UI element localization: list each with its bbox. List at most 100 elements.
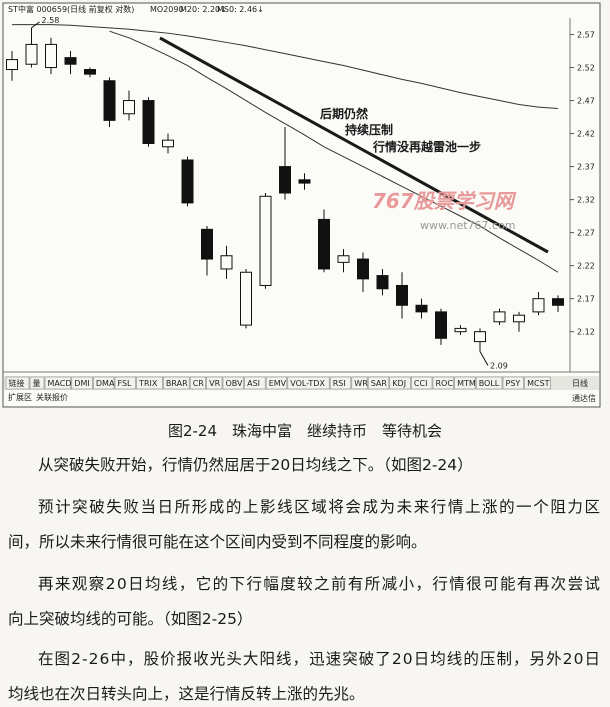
indicator-tab[interactable]: ROC bbox=[436, 379, 454, 388]
y-tick-label: 2.22 bbox=[577, 262, 595, 271]
candle-body bbox=[337, 255, 350, 263]
candle-body bbox=[298, 179, 311, 184]
annotation: 持续压制 bbox=[345, 122, 393, 137]
indicator-tab[interactable]: MACD bbox=[48, 379, 72, 388]
bottom-tab[interactable]: 扩展区 bbox=[8, 392, 32, 402]
tab-cell bbox=[206, 376, 223, 390]
period-label: 日线 bbox=[572, 378, 588, 388]
y-tick-label: 2.27 bbox=[577, 229, 595, 238]
indicator-tab[interactable]: CR bbox=[193, 379, 205, 388]
indicator-tab[interactable]: PSY bbox=[506, 379, 521, 388]
tab-cell bbox=[502, 376, 524, 390]
candle-body bbox=[84, 69, 96, 75]
tab-cell bbox=[29, 376, 45, 390]
tab-cell bbox=[329, 376, 352, 390]
y-tick-label: 2.42 bbox=[577, 130, 595, 139]
tab-cell bbox=[189, 376, 206, 390]
indicator-tab[interactable]: CCI bbox=[414, 379, 428, 388]
candle-body bbox=[240, 271, 252, 326]
candle-body bbox=[318, 218, 330, 270]
indicator-tab[interactable]: DMA bbox=[96, 379, 115, 388]
indicator-tab[interactable]: VOL-TDX bbox=[290, 379, 325, 388]
caption: 图2-24 珠海中富 继续持币 等待机会 bbox=[168, 422, 442, 440]
indicator-tab[interactable]: 量 bbox=[33, 379, 41, 388]
indicator-tab[interactable]: MTM bbox=[457, 379, 476, 388]
annotation: 行情没再越雷池一步 bbox=[372, 139, 481, 154]
indicator-tab[interactable]: EMV bbox=[269, 379, 287, 388]
indicator-tab[interactable]: ASI bbox=[247, 379, 260, 388]
tab-cell bbox=[93, 376, 115, 390]
indicator-tabs: 链接量 MACD DMI DMA FSL TRIX BRAR CR VR OBV ASI EMV VOL… bbox=[5, 376, 551, 390]
indicator-tab[interactable]: BRAR bbox=[166, 379, 188, 388]
y-tick-label: 2.17 bbox=[577, 295, 595, 304]
indicator-tab[interactable]: FSL bbox=[118, 379, 133, 388]
indicator-tab[interactable]: OBV bbox=[226, 379, 244, 388]
bottom-tab[interactable]: 关联报价 bbox=[36, 392, 68, 402]
candle-body bbox=[6, 59, 18, 71]
indicator-tab[interactable]: RSI bbox=[333, 379, 346, 388]
ma-line bbox=[12, 24, 559, 109]
paragraph-line: 间，所以未来行情很可能在这个区间内受到不同程度的影响。 bbox=[8, 533, 427, 551]
y-tick-label: 2.57 bbox=[577, 31, 595, 40]
low-label: 2.09 bbox=[490, 362, 508, 371]
indicator-tab[interactable]: VR bbox=[209, 379, 220, 388]
candle-body bbox=[435, 311, 447, 339]
indicator-tab[interactable]: TRIX bbox=[138, 379, 158, 388]
indicator-tab[interactable]: MCST bbox=[527, 379, 550, 388]
tab-cell bbox=[265, 376, 288, 390]
brand: 通达信 bbox=[572, 393, 596, 403]
indicator-tab[interactable]: DMI bbox=[74, 379, 89, 388]
trend-line bbox=[159, 36, 549, 254]
tab-cell bbox=[136, 376, 163, 390]
candle-body bbox=[493, 311, 506, 323]
tab-cell bbox=[432, 376, 454, 390]
tab-cell bbox=[454, 376, 476, 390]
candle-body bbox=[474, 331, 486, 343]
candle-body bbox=[396, 284, 408, 306]
candle-body bbox=[123, 100, 135, 115]
watermark: www.net767.com bbox=[420, 219, 516, 232]
ma-label: MS0: 2.46↓ bbox=[217, 5, 264, 14]
tab-cell bbox=[5, 376, 30, 390]
candle-body bbox=[259, 195, 272, 286]
paragraph-line: 预计突破失败当日所形成的上影线区域将会成为未来行情上涨的一个阻力区 bbox=[38, 498, 600, 516]
tab-cell bbox=[351, 376, 368, 390]
y-tick-label: 2.52 bbox=[577, 64, 595, 73]
candle-body bbox=[513, 314, 525, 323]
indicator-tab[interactable]: 链接 bbox=[9, 378, 25, 388]
tab-cell bbox=[44, 376, 72, 390]
tab-cell bbox=[163, 376, 190, 390]
indicator-tab[interactable]: BOLL bbox=[479, 379, 500, 388]
ma-line bbox=[109, 30, 559, 273]
candle-body bbox=[415, 304, 428, 313]
tab-cell bbox=[222, 376, 244, 390]
y-tick-label: 2.12 bbox=[577, 328, 595, 337]
tab-cell bbox=[244, 376, 266, 390]
tab-cell bbox=[524, 376, 551, 390]
paragraph-line: 从突破失败开始，行情仍然屈居于20日均线之下。（如图2-24） bbox=[38, 456, 473, 474]
tab-cell bbox=[411, 376, 433, 390]
tab-cell bbox=[475, 376, 503, 390]
candle-body bbox=[220, 255, 233, 270]
body-text: 从突破失败开始，行情仍然屈居于20日均线之下。（如图2-24） 预计突破失败当日所… bbox=[8, 456, 600, 703]
indicator-tab[interactable]: WR bbox=[354, 379, 368, 388]
candle-body bbox=[142, 100, 155, 144]
candle-body bbox=[181, 159, 194, 204]
candle-body bbox=[162, 139, 174, 148]
ma-label: M20: 2.20↓ bbox=[180, 5, 227, 14]
ma-label: MO2090 bbox=[150, 5, 184, 14]
indicator-tab[interactable]: SAR bbox=[371, 379, 388, 388]
indicator-tab[interactable]: KDJ bbox=[392, 379, 406, 388]
tab-cell bbox=[389, 376, 411, 390]
tab-cell bbox=[114, 376, 136, 390]
tab-cell bbox=[287, 376, 330, 390]
candle-body bbox=[552, 298, 564, 306]
watermark: 767股票学习网 bbox=[372, 189, 517, 213]
low-marker bbox=[479, 351, 489, 366]
paragraph-line: 均线也在次日转头向上，这是行情反转上涨的先兆。 bbox=[8, 685, 365, 703]
tab-cell bbox=[367, 376, 390, 390]
y-tick-label: 2.47 bbox=[577, 97, 595, 106]
candle-body bbox=[454, 327, 467, 333]
plot: 2.12 2.17 2.22 2.27 2.32 2.37 2.42 2.47 2.52 2.57… bbox=[6, 16, 595, 371]
